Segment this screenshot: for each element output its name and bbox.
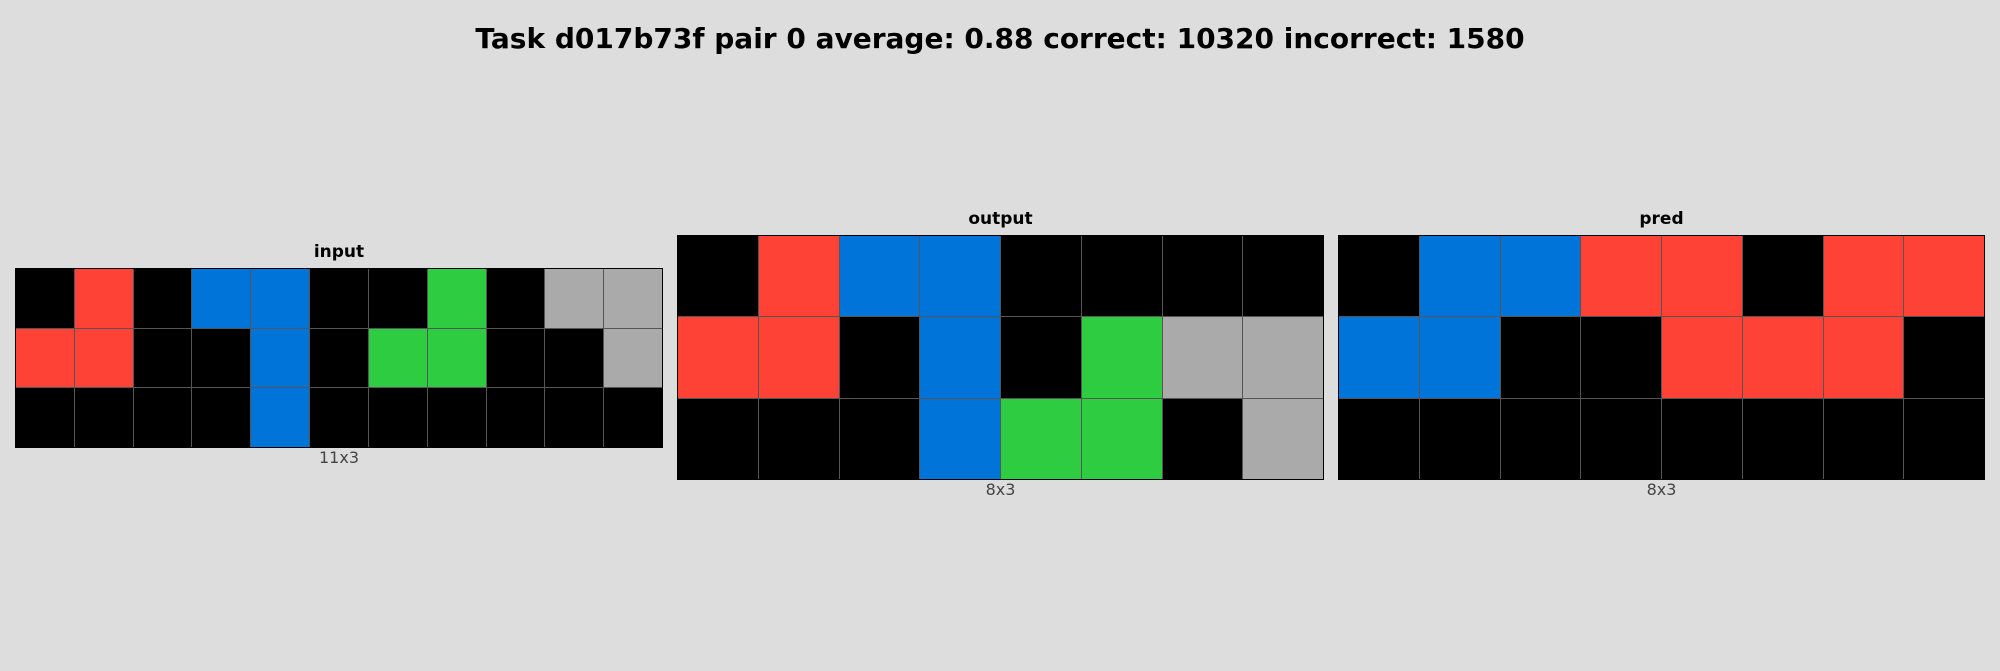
grid-cell [133,328,192,388]
grid-cell [1419,398,1500,479]
grid-cell [758,317,839,398]
grid-cell [1904,398,1984,479]
grid-cell [1243,317,1323,398]
grid-cell [678,236,758,317]
grid-cell [133,269,192,328]
grid-cell [604,388,662,447]
grid-cell [1662,317,1742,398]
grid-cell [758,398,839,479]
grid-cell [368,388,427,447]
grid-cell [16,328,74,388]
grid-cell [604,328,662,388]
grid-cell [1243,398,1323,479]
grid-cell [1581,236,1661,317]
grid-cell [604,269,662,328]
grid-cell [1419,236,1500,317]
grid-cell [427,328,486,388]
input-panel: input 11x3 [15,242,663,474]
grid-cell [920,317,1000,398]
grid-cell [486,269,545,328]
grid-cell [1339,317,1419,398]
grid-cell [1339,236,1419,317]
input-grid [15,268,663,448]
grid-cell [1662,398,1742,479]
output-grid [677,235,1324,480]
figure-title: Task d017b73f pair 0 average: 0.88 corre… [475,22,1525,55]
grid-cell [839,398,920,479]
grid-cell [920,398,1000,479]
grid-cell [310,269,368,328]
grid-cell [1500,317,1581,398]
grid-cell [1904,236,1984,317]
grid-cell [1823,398,1904,479]
pred-grid [1338,235,1985,480]
grid-cell [16,269,74,328]
grid-cell [1243,236,1323,317]
pred-panel-title: pred [1639,209,1684,229]
grid-cell [545,388,604,447]
grid-cell [192,269,251,328]
grid-cell [1581,317,1661,398]
grid-cell [310,388,368,447]
grid-cell [1500,398,1581,479]
grid-cell [1162,398,1243,479]
grid-cell [486,388,545,447]
grid-cell [1662,236,1742,317]
grid-cell [368,328,427,388]
grid-cell [839,317,920,398]
output-panel: output 8x3 [677,209,1324,509]
grid-cell [192,328,251,388]
input-panel-title: input [313,242,365,262]
grid-cell [545,328,604,388]
pred-grid-dimensions: 8x3 [1646,480,1677,499]
grid-cell [678,317,758,398]
grid-cell [1001,236,1081,317]
grid-cell [427,388,486,447]
grid-cell [1162,236,1243,317]
grid-cell [1742,317,1823,398]
grid-cell [74,388,133,447]
input-grid-dimensions: 11x3 [318,448,359,467]
grid-cell [192,388,251,447]
grid-cell [1419,317,1500,398]
grid-cell [251,328,310,388]
grid-cell [1081,236,1162,317]
grid-cell [486,328,545,388]
grid-cell [839,236,920,317]
grid-cell [1500,236,1581,317]
grid-cell [1904,317,1984,398]
grid-cell [1742,398,1823,479]
grid-cell [310,328,368,388]
grid-cell [920,236,1000,317]
grid-cell [1581,398,1661,479]
grid-cell [251,388,310,447]
grid-cell [427,269,486,328]
grid-cell [251,269,310,328]
grid-cell [1001,317,1081,398]
grid-cell [1339,398,1419,479]
grid-cell [368,269,427,328]
grid-cell [1081,317,1162,398]
grid-cell [1081,398,1162,479]
grid-cell [74,269,133,328]
pred-panel: pred 8x3 [1338,209,1985,509]
output-grid-dimensions: 8x3 [985,480,1016,499]
grid-cell [16,388,74,447]
grid-cell [545,269,604,328]
grid-cell [1162,317,1243,398]
grid-cell [1823,236,1904,317]
grid-cell [133,388,192,447]
grid-cell [758,236,839,317]
grid-cell [1823,317,1904,398]
grid-cell [74,328,133,388]
output-panel-title: output [968,209,1033,229]
grid-cell [1001,398,1081,479]
grid-cell [1742,236,1823,317]
grid-cell [678,398,758,479]
